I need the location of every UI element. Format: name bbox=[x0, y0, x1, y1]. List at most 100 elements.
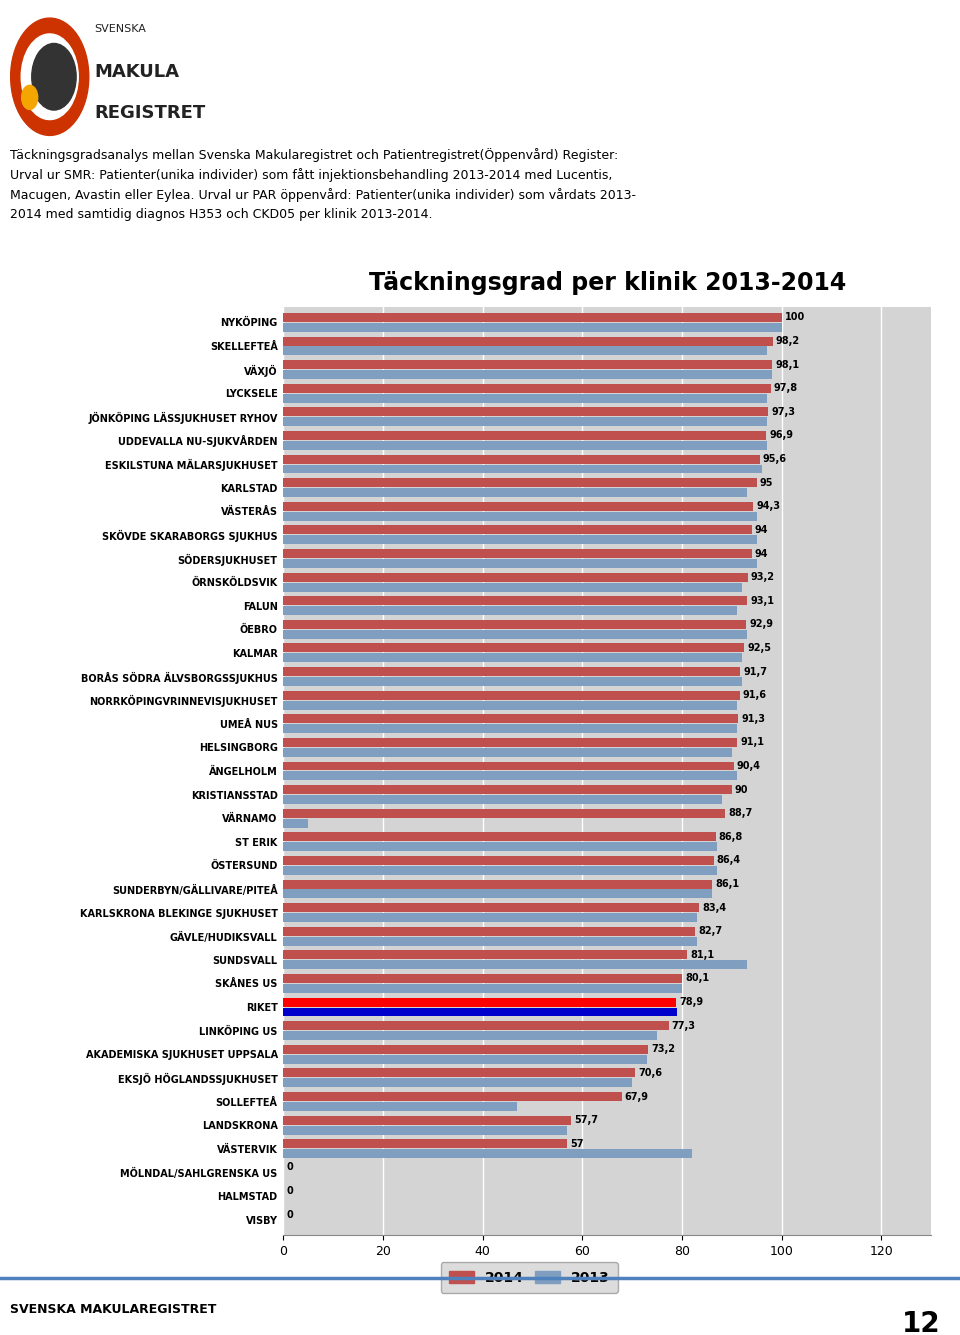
Text: 94: 94 bbox=[755, 525, 768, 535]
Bar bbox=[283, 913, 697, 922]
Text: 70,6: 70,6 bbox=[638, 1068, 662, 1077]
Bar bbox=[283, 714, 738, 724]
Bar bbox=[283, 866, 717, 874]
Bar bbox=[283, 785, 732, 794]
Bar bbox=[283, 1055, 647, 1064]
Bar bbox=[283, 1068, 636, 1077]
Bar bbox=[283, 926, 695, 936]
Bar bbox=[283, 489, 747, 497]
Text: 92,5: 92,5 bbox=[747, 643, 771, 653]
Bar bbox=[283, 418, 767, 426]
Legend: 2014, 2013: 2014, 2013 bbox=[441, 1262, 618, 1292]
Bar bbox=[283, 549, 752, 558]
Bar bbox=[283, 724, 737, 733]
Bar bbox=[283, 796, 722, 804]
Bar bbox=[283, 455, 759, 463]
Text: 98,2: 98,2 bbox=[776, 336, 800, 346]
Text: 98,1: 98,1 bbox=[775, 359, 800, 370]
Text: 95: 95 bbox=[759, 478, 773, 487]
Text: 86,8: 86,8 bbox=[719, 832, 743, 842]
Bar bbox=[283, 677, 742, 686]
Text: 100: 100 bbox=[784, 312, 804, 323]
Text: 86,1: 86,1 bbox=[715, 878, 739, 889]
Bar bbox=[283, 1101, 517, 1111]
Text: 93,2: 93,2 bbox=[751, 573, 775, 582]
Text: Täckningsgradsanalys mellan Svenska Makularegistret och Patientregistret(Öppenvå: Täckningsgradsanalys mellan Svenska Maku… bbox=[10, 148, 636, 220]
Bar bbox=[283, 502, 754, 511]
Bar bbox=[283, 559, 756, 567]
Circle shape bbox=[22, 85, 37, 109]
Bar bbox=[283, 1149, 692, 1159]
Bar bbox=[283, 606, 737, 615]
Bar bbox=[283, 360, 772, 370]
Bar bbox=[283, 1139, 567, 1148]
Bar bbox=[283, 1031, 657, 1040]
Circle shape bbox=[11, 19, 89, 135]
Bar bbox=[283, 889, 712, 898]
Bar bbox=[283, 701, 737, 710]
Bar bbox=[283, 511, 756, 521]
Bar bbox=[283, 690, 740, 700]
Bar bbox=[283, 630, 747, 638]
Bar bbox=[283, 984, 682, 993]
Text: 90: 90 bbox=[734, 785, 748, 794]
Bar bbox=[283, 383, 771, 392]
Text: 80,1: 80,1 bbox=[685, 973, 709, 984]
Text: 83,4: 83,4 bbox=[702, 902, 726, 913]
Text: 90,4: 90,4 bbox=[737, 761, 760, 772]
Text: REGISTRET: REGISTRET bbox=[94, 104, 205, 123]
Bar bbox=[283, 478, 756, 487]
Text: 94: 94 bbox=[755, 549, 768, 558]
Bar bbox=[283, 535, 756, 545]
Circle shape bbox=[21, 33, 79, 120]
Bar bbox=[283, 597, 747, 605]
Text: 96,9: 96,9 bbox=[769, 430, 793, 441]
Text: 93,1: 93,1 bbox=[751, 595, 775, 606]
Text: 92,9: 92,9 bbox=[749, 619, 773, 629]
Bar bbox=[283, 772, 737, 781]
Bar bbox=[283, 668, 740, 676]
Text: 95,6: 95,6 bbox=[762, 454, 786, 465]
Bar bbox=[283, 951, 687, 960]
Text: 73,2: 73,2 bbox=[651, 1044, 675, 1055]
Bar bbox=[283, 1116, 571, 1124]
Bar bbox=[283, 975, 683, 983]
Text: 12: 12 bbox=[902, 1310, 941, 1335]
Bar bbox=[283, 653, 742, 662]
Text: 91,3: 91,3 bbox=[741, 714, 765, 724]
Bar bbox=[283, 748, 732, 757]
Text: 88,7: 88,7 bbox=[729, 808, 753, 818]
Bar bbox=[283, 526, 752, 534]
Bar bbox=[283, 347, 767, 355]
Bar bbox=[283, 619, 746, 629]
Text: 0: 0 bbox=[286, 1185, 293, 1196]
Bar bbox=[283, 336, 773, 346]
Text: 81,1: 81,1 bbox=[690, 951, 714, 960]
Bar bbox=[283, 1008, 677, 1016]
Bar bbox=[283, 832, 716, 841]
Bar bbox=[283, 1125, 567, 1135]
Bar bbox=[283, 856, 714, 865]
Text: 78,9: 78,9 bbox=[680, 997, 704, 1007]
Bar bbox=[283, 738, 737, 746]
Bar bbox=[283, 1021, 668, 1031]
Bar bbox=[283, 312, 781, 322]
Bar bbox=[283, 1045, 648, 1053]
Bar bbox=[283, 431, 766, 441]
Bar bbox=[283, 370, 772, 379]
Bar bbox=[283, 880, 712, 889]
Bar bbox=[283, 465, 761, 474]
Bar bbox=[283, 761, 733, 770]
Text: 91,7: 91,7 bbox=[743, 666, 767, 677]
Bar bbox=[283, 904, 699, 912]
Text: 82,7: 82,7 bbox=[699, 926, 723, 936]
Text: 97,8: 97,8 bbox=[774, 383, 798, 394]
Text: 94,3: 94,3 bbox=[756, 502, 780, 511]
Text: 86,4: 86,4 bbox=[717, 856, 741, 865]
Text: 57,7: 57,7 bbox=[574, 1115, 598, 1125]
Title: Täckningsgrad per klinik 2013-2014: Täckningsgrad per klinik 2013-2014 bbox=[369, 271, 846, 295]
Bar bbox=[283, 643, 744, 653]
Bar bbox=[283, 960, 747, 969]
Text: SVENSKA MAKULAREGISTRET: SVENSKA MAKULAREGISTRET bbox=[10, 1303, 216, 1316]
Bar bbox=[283, 997, 677, 1007]
